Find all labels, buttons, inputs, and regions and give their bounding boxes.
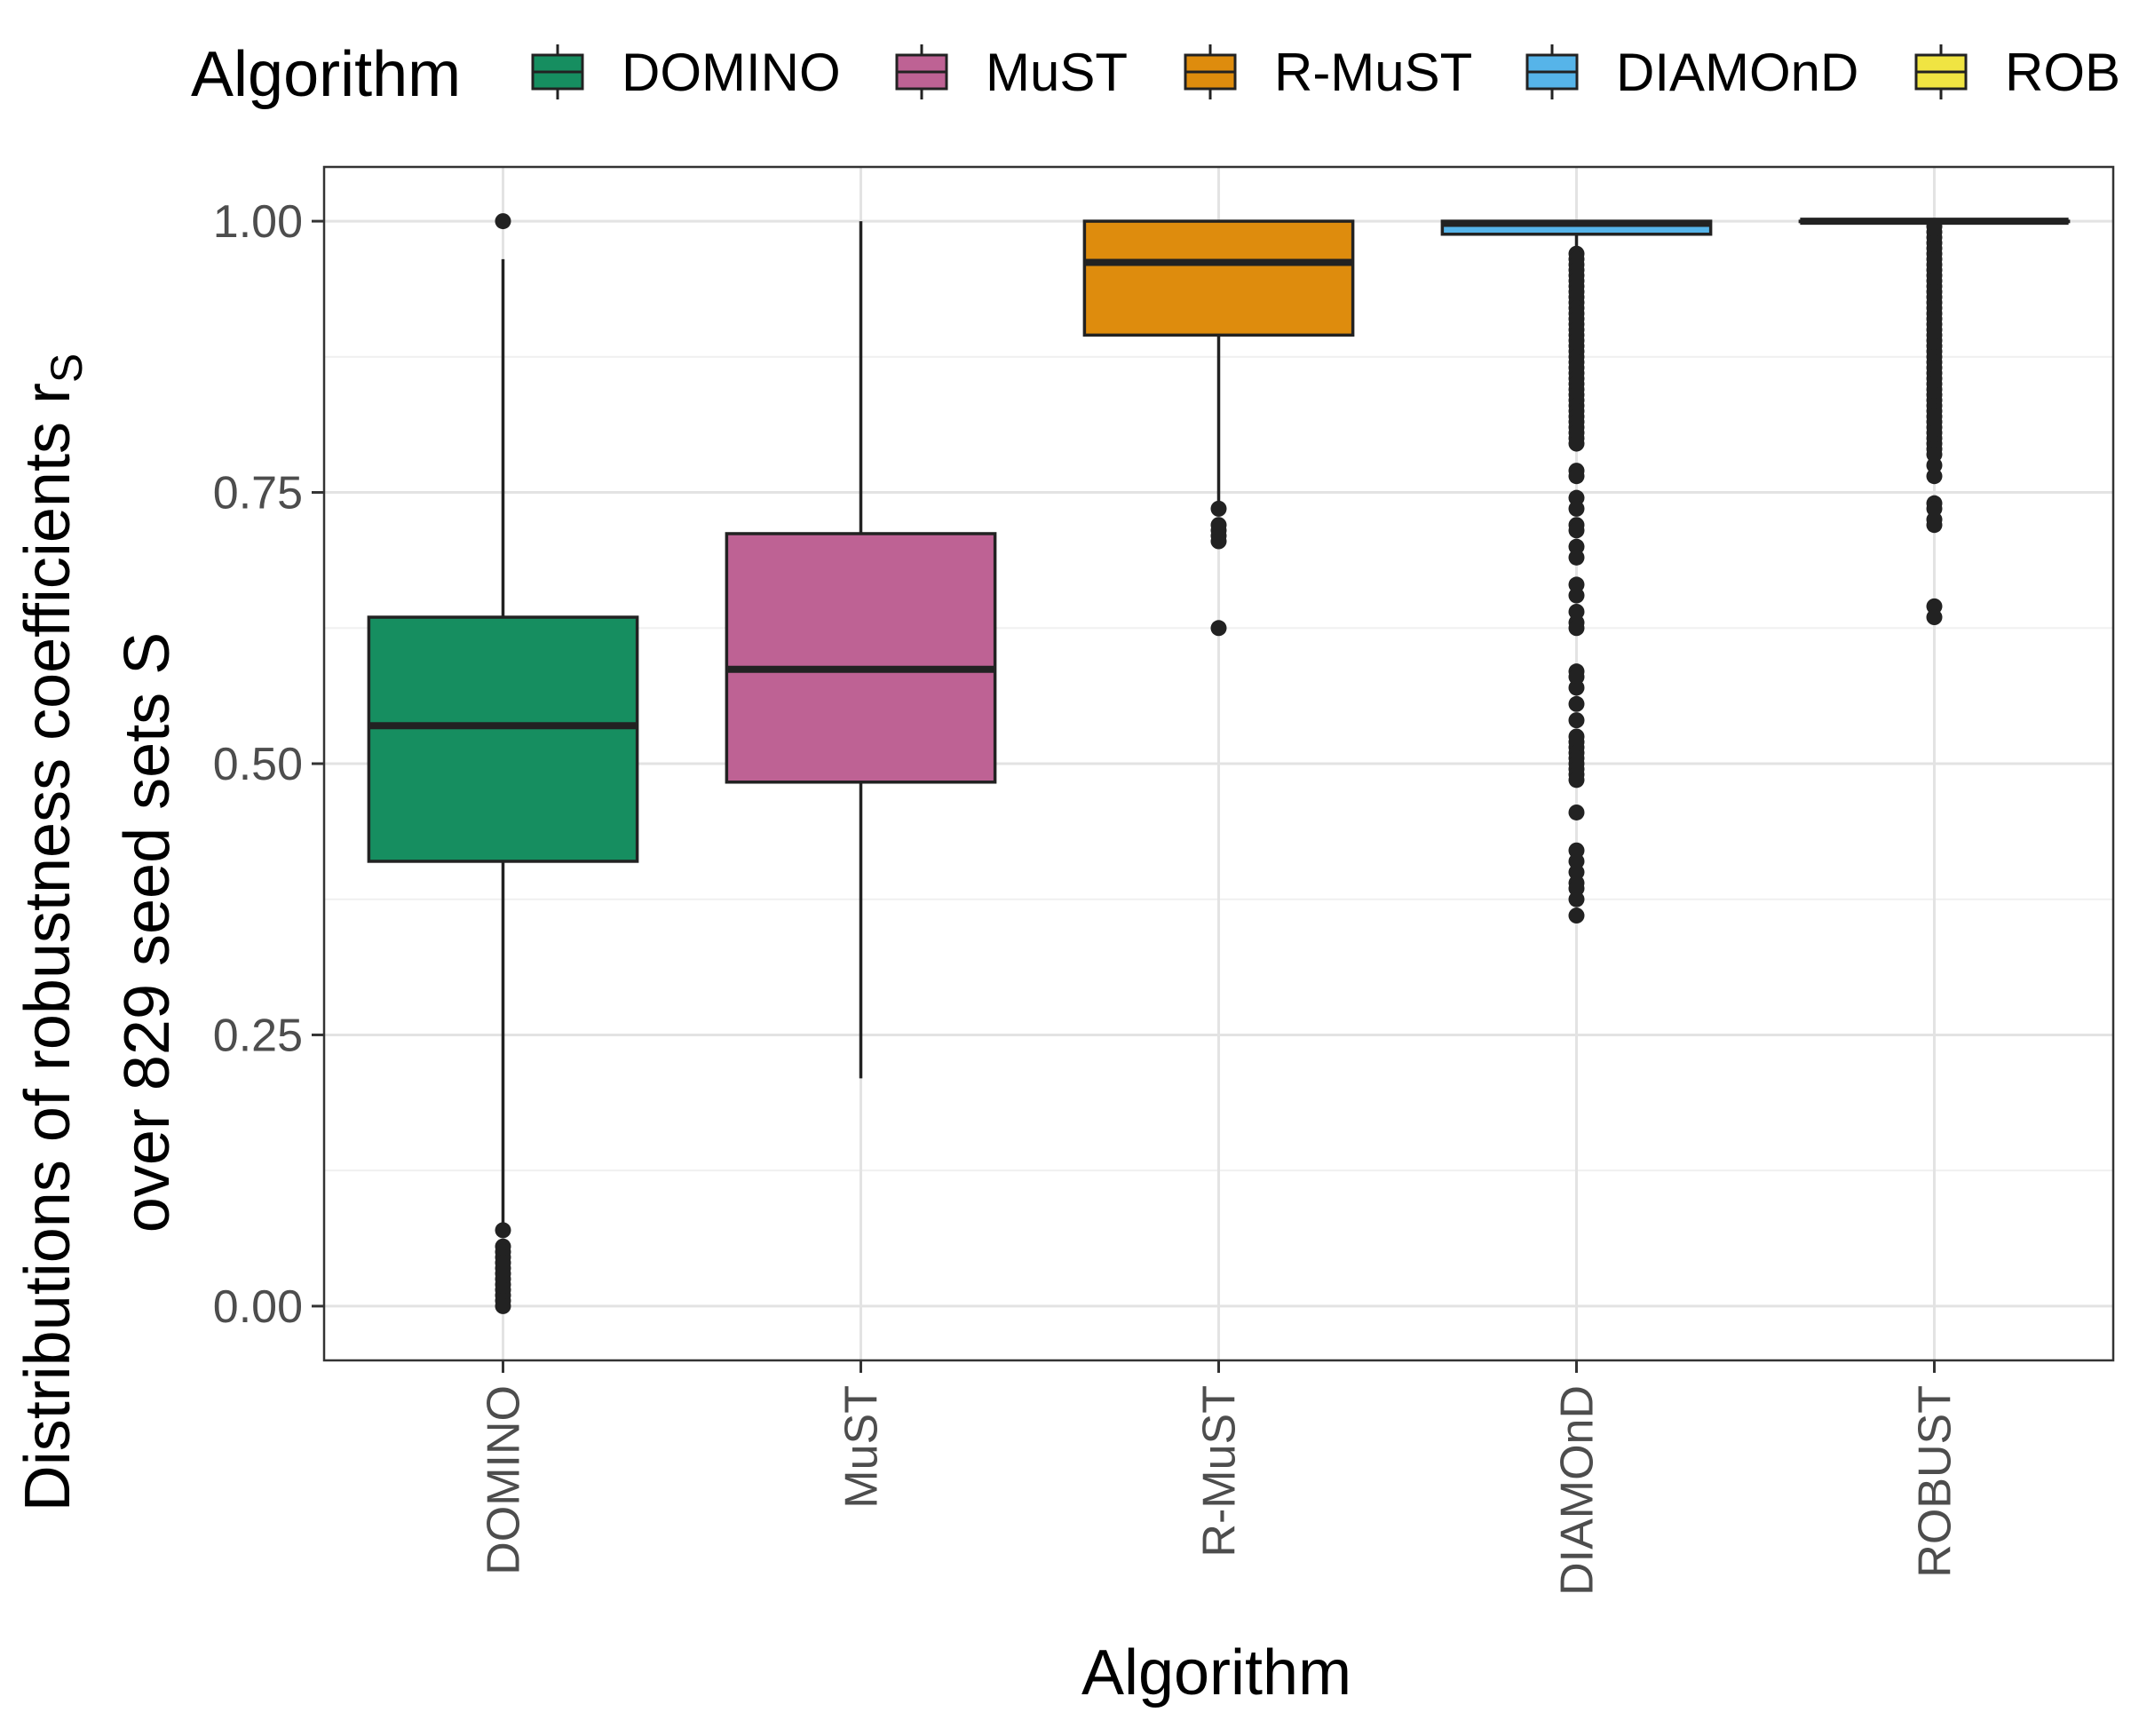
y-axis-title-subscript: S [42,353,91,383]
box-domino [367,213,639,1314]
outlier-point [1568,679,1585,696]
box-must [725,221,997,1079]
legend-label: DIAMOnD [1616,43,1858,102]
outlier-point [1210,500,1227,517]
y-axis-title-main: Distributions of robustness coefficients… [12,383,83,1511]
legend-title: Algorithm [191,39,461,110]
outlier-point [1568,772,1585,789]
axes: 0.00 0.25 0.50 0.75 1.00 DOMINO MuST R-MuST DIAM… [213,165,2115,1596]
legend-item-domino: DOMINO [531,43,841,102]
y-axis-title-line-1: Distributions of robustness coefficients… [12,353,91,1512]
outlier-point [1568,620,1585,637]
legend-label: DOMINO [622,43,841,102]
outlier-point [1210,620,1227,637]
x-tick-label: DOMINO [479,1385,530,1575]
outlier-point [1926,609,1943,626]
outlier-point [1926,517,1943,534]
outlier-point [1210,533,1227,550]
box-diamond [1440,219,1713,924]
outlier-point [1568,587,1585,604]
x-tick-label: ROBUST [1910,1385,1961,1578]
outlier-point [1568,804,1585,820]
legend-item-r-must: R-MuST [1184,43,1472,102]
x-tick-label: MuST [836,1385,888,1509]
outlier-point [495,1222,511,1239]
legend-item-must: MuST [895,43,1128,102]
outlier-point [495,213,511,230]
box-iqr [1082,219,1355,337]
outlier-point [1568,500,1585,517]
legend-item-rob: ROB [1914,43,2120,102]
outlier-point [1926,468,1943,485]
y-tick-label: 0.25 [213,1010,303,1061]
outlier-point [1568,695,1585,712]
box-iqr [725,532,997,784]
boxes [367,213,2071,1314]
box-robust [1798,218,2071,626]
outlier-point [495,1297,511,1314]
outlier-point [1568,712,1585,729]
outlier-point [1568,549,1585,566]
outlier-point [1568,522,1585,539]
y-tick-label: 0.50 [213,739,303,790]
legend-label: ROB [2005,43,2120,102]
outlier-point [1568,468,1585,485]
legend: Algorithm DOMINO MuST R-MuST DIAMOnD ROB [191,39,2120,110]
y-tick-label: 0.75 [213,468,303,519]
box-iqr [367,615,639,863]
outlier-point [1568,435,1585,452]
legend-label: R-MuST [1274,43,1472,102]
y-tick-label: 0.00 [213,1281,303,1333]
x-axis-title: Algorithm [1081,1637,1351,1708]
x-tick-label: R-MuST [1194,1385,1246,1558]
legend-label: MuST [986,43,1128,102]
outlier-point [1568,908,1585,924]
x-tick-label: DIAMOnD [1552,1385,1604,1596]
outlier-point [1568,891,1585,908]
box-r-must [1082,219,1355,637]
y-axis-title-line-2: over 829 seed sets S [112,632,183,1233]
y-tick-label: 1.00 [213,196,303,248]
legend-item-diamond: DIAMOnD [1525,43,1858,102]
